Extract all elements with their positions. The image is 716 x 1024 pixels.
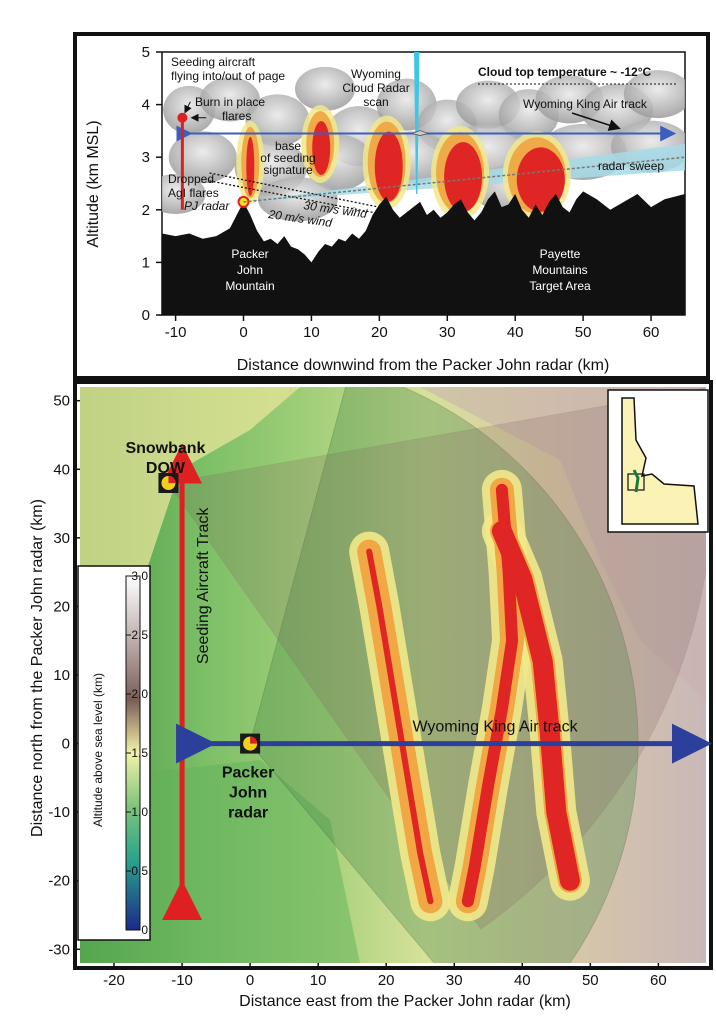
snowbank-dow-label: Snowbank DOW [125, 440, 205, 477]
snowbank-dow-marker-sector [168, 476, 176, 483]
map-x-tick-label: 40 [514, 972, 531, 989]
annot-payette-target: Payette Mountains Target Area [529, 247, 591, 293]
plume-core-3 [374, 131, 403, 202]
annot-radar-sweep: radar sweep [598, 159, 664, 173]
map-panel: Seeding Aircraft Track Wyoming King Air t… [29, 380, 713, 1010]
wcr-beam [413, 52, 420, 195]
wind-30-line [209, 172, 380, 208]
colorbar-tick-label: 0.5 [131, 864, 148, 878]
cloud-blob [257, 177, 338, 222]
top-x-tick-label: 40 [507, 324, 524, 341]
seeding-aircraft-marker [177, 112, 188, 123]
map-x-tick-label: 20 [378, 972, 395, 989]
seeding-aircraft-track-label: Seeding Aircraft Track [195, 507, 212, 665]
map-y-tick-label: 0 [62, 736, 70, 753]
plume-core-4 [444, 142, 483, 212]
map-y-tick-label: -30 [48, 941, 70, 958]
colorbar-tick-label: 2.5 [131, 628, 148, 642]
map-x-tick-label: -10 [171, 972, 193, 989]
cross-section-ticks: -10 0 10 20 30 40 50 60 0 1 2 3 4 5 [142, 44, 660, 341]
cloud-blob [295, 66, 356, 111]
cloud-blob [168, 131, 237, 184]
colorbar-tick-label: 1.0 [131, 805, 148, 819]
seeding-band-core [491, 521, 580, 891]
annot-seeding-aircraft: Seeding aircraft flying into/out of page [171, 55, 285, 83]
seeding-aircraft-pointer [184, 101, 192, 114]
map-ticks: -20 -10 0 10 20 30 40 50 60 -30 -20 -10 0 10 20 30 40 50 [48, 393, 666, 989]
map-y-tick-label: 30 [53, 530, 70, 547]
idaho-outline [621, 397, 699, 525]
terrain-profile [162, 191, 685, 315]
top-x-tick-label: 20 [371, 324, 388, 341]
map-y-tick-label: 50 [53, 393, 70, 410]
map-y-tick-label: 20 [53, 598, 70, 615]
plume-core-2 [312, 121, 331, 175]
top-x-tick-label: -10 [165, 324, 187, 341]
top-y-tick-label: 3 [142, 149, 150, 166]
king-air-pointer [571, 112, 621, 131]
top-y-tick-label: 0 [142, 307, 150, 324]
annot-dropped-flares: Dropped AgI flares [168, 172, 219, 200]
colorbar-label: Altitude above sea level (km) [91, 673, 105, 827]
top-y-tick-label: 2 [142, 202, 150, 219]
map-x-tick-label: 0 [246, 972, 254, 989]
cross-section-overlay [176, 101, 686, 216]
colorbar-tick-label: 1.5 [131, 746, 148, 760]
idaho-inset [607, 389, 709, 533]
packer-john-radar-marker-sector [250, 736, 258, 744]
map-y-tick-label: 40 [53, 461, 70, 478]
top-y-tick-label: 1 [142, 254, 150, 271]
annot-king-air-track: Wyoming King Air track [523, 97, 648, 111]
cloud-blob [199, 77, 260, 122]
colorbar-tick-label: 3.0 [131, 569, 148, 583]
top-x-tick-label: 0 [239, 324, 247, 341]
plume-core-5 [516, 147, 565, 212]
annot-base-seeding: base of seeding signature [260, 139, 315, 177]
top-x-tick-label: 50 [575, 324, 592, 341]
cloud-blob [623, 70, 685, 119]
colorbar-ticks: 0 0.5 1.0 1.5 2.0 2.5 3.0 [126, 569, 148, 937]
top-y-tick-label: 5 [142, 44, 150, 61]
top-x-tick-label: 10 [303, 324, 320, 341]
king-air-aircraft [410, 130, 430, 136]
map-x-tick-label: 10 [310, 972, 327, 989]
top-x-tick-label: 30 [439, 324, 456, 341]
colorbar: 0 0.5 1.0 1.5 2.0 2.5 3.0 Altitude above sea l… [77, 565, 151, 941]
colorbar-tick-label: 0 [141, 923, 148, 937]
base-seeding-line [243, 156, 686, 203]
inset-study-marker [632, 469, 640, 493]
seeding-signatures [349, 469, 590, 922]
annot-cloud-top: Cloud top temperature ~ -12°C [478, 65, 651, 79]
top-y-tick-label: 4 [142, 97, 150, 114]
packer-john-radar-label: Packer John radar [222, 765, 275, 822]
cross-section-panel: -10 0 10 20 30 40 50 60 0 1 2 3 4 5 Distance downwind… [73, 32, 710, 380]
map-x-tick-label: 60 [650, 972, 667, 989]
map-y-tick-label: -10 [48, 804, 70, 821]
map-x-axis-label: Distance east from the Packer John radar… [239, 993, 571, 1010]
map-overlay: Seeding Aircraft Track Wyoming King Air t… [125, 440, 712, 921]
map-x-tick-label: -20 [103, 972, 125, 989]
annot-pj-radar: PJ radar [184, 199, 230, 213]
annot-wyoming-cloud-radar: Wyoming Cloud Radar scan [342, 67, 409, 109]
king-air-track-label: Wyoming King Air track [412, 719, 578, 736]
top-x-axis-label: Distance downwind from the Packer John r… [237, 357, 610, 374]
top-x-tick-label: 60 [643, 324, 660, 341]
map-y-axis-label: Distance north from the Packer John rada… [29, 499, 46, 837]
map-x-tick-label: 30 [446, 972, 463, 989]
annot-burn-in-place: Burn in place flares [195, 95, 265, 123]
annot-packer-john-mountain: Packer John Mountain [225, 247, 274, 293]
plume-core-1 [246, 136, 255, 197]
terrain-silhouette [162, 191, 685, 315]
map-y-tick-label: -20 [48, 873, 70, 890]
top-y-axis-label: Altitude (km MSL) [85, 120, 102, 247]
colorbar-tick-label: 2.0 [131, 687, 148, 701]
wind-20-line [209, 180, 387, 216]
map-y-tick-label: 10 [53, 667, 70, 684]
map-x-tick-label: 50 [582, 972, 599, 989]
